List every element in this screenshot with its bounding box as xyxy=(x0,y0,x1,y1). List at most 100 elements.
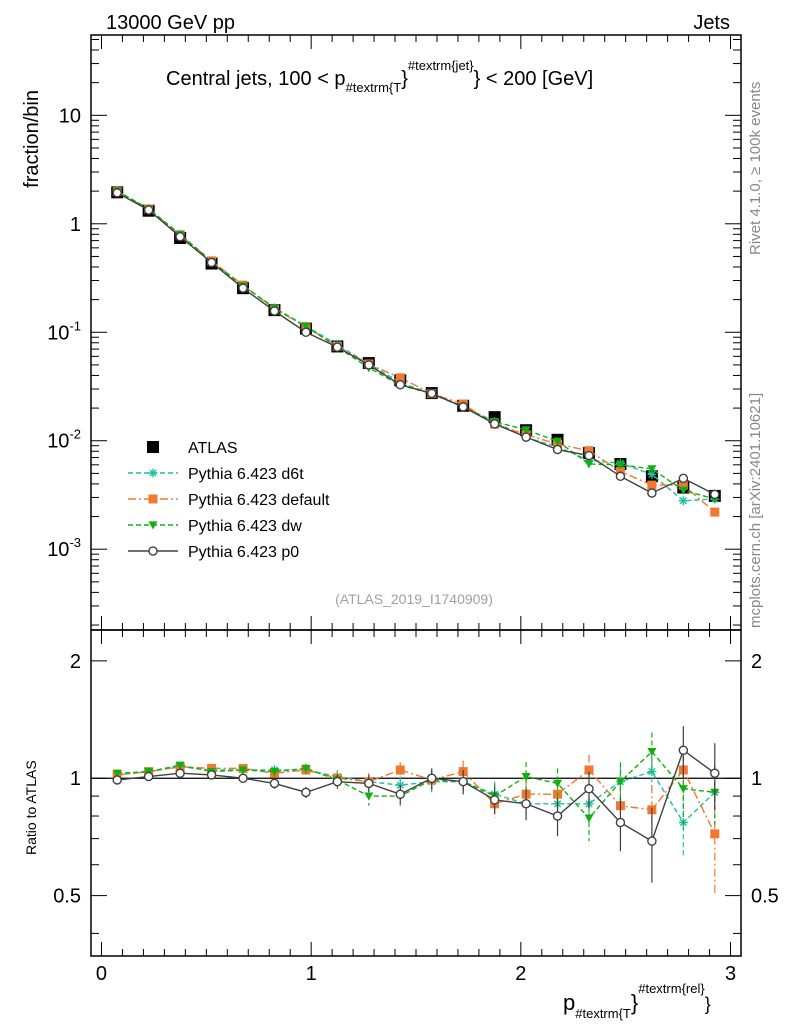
ratio-series-line xyxy=(117,750,715,820)
ratio-point xyxy=(426,773,437,783)
mc-point xyxy=(584,460,594,469)
ratio-point xyxy=(678,785,688,794)
ratio-plot-frame xyxy=(90,629,742,957)
ratio-point xyxy=(710,768,720,778)
mc-point xyxy=(584,450,594,461)
mc-point xyxy=(615,471,626,482)
y-tick-exponent: -1 xyxy=(69,318,81,333)
ratio-point xyxy=(301,787,311,798)
legend-label: ATLAS xyxy=(188,440,238,457)
ratio-point xyxy=(364,778,374,789)
ratio-point xyxy=(364,792,374,801)
mc-point xyxy=(553,437,563,446)
analysis-watermark: (ATLAS_2019_I1740909) xyxy=(335,591,493,607)
ratio-point xyxy=(269,767,279,777)
y-tick-exponent: -3 xyxy=(69,535,81,550)
mc-point xyxy=(301,327,311,338)
main-series-layer xyxy=(111,186,721,517)
ratio-y-tick-label-left: 2 xyxy=(70,651,81,673)
y-tick-base: 10 xyxy=(47,539,69,561)
mc-point xyxy=(112,188,122,198)
header-right: Jets xyxy=(693,12,730,34)
ratio-point xyxy=(238,773,248,783)
y-tick-base: 10 xyxy=(47,431,69,453)
ratio-point xyxy=(332,776,343,787)
ratio-point xyxy=(647,836,657,846)
mc-point xyxy=(238,283,248,293)
mc-point xyxy=(489,419,500,429)
mc-point xyxy=(678,473,689,484)
ratio-point xyxy=(521,772,531,782)
mc-point xyxy=(678,496,688,506)
ratio-y-tick-label-right: 0.5 xyxy=(751,886,779,908)
x-label-main: p xyxy=(563,990,575,1015)
x-tick-label: 0 xyxy=(96,963,107,985)
y-tick-label: 1 xyxy=(70,214,81,236)
x-label-sub: #textrm{T xyxy=(575,1006,631,1021)
mc-point xyxy=(395,373,405,383)
mc-point xyxy=(175,231,185,242)
mc-point xyxy=(521,432,531,442)
ratio-point xyxy=(678,745,689,755)
y-tick-label: 10 xyxy=(59,105,81,127)
ratio-point xyxy=(238,766,248,775)
legend-marker xyxy=(148,494,158,504)
x-label-end: } xyxy=(705,994,711,1014)
ratio-point xyxy=(269,778,280,789)
ratio-point xyxy=(175,768,185,778)
title-pre: Central jets, 100 < p xyxy=(166,68,346,90)
legend-marker xyxy=(148,468,158,478)
legend-label: Pythia 6.423 d6t xyxy=(188,466,304,483)
mc-point xyxy=(458,402,468,412)
mc-point xyxy=(615,461,625,470)
mc-point xyxy=(710,507,720,517)
mc-point xyxy=(332,342,343,352)
legend-label: Pythia 6.423 dw xyxy=(188,518,302,535)
main-plot-frame xyxy=(90,34,742,631)
title-post: } < 200 [GeV] xyxy=(474,68,594,90)
y-tick-label: 10-2 xyxy=(47,427,81,453)
x-label-brace: } xyxy=(631,990,638,1015)
header-left: 13000 GeV pp xyxy=(106,12,235,34)
legend-label: Pythia 6.423 default xyxy=(188,492,330,509)
y-tick-base: 10 xyxy=(47,322,69,344)
x-axis-label: p#textrm{T}#textrm{rel}} xyxy=(563,981,711,1021)
ratio-point xyxy=(112,775,122,785)
ratio-point xyxy=(395,765,405,775)
mc-point xyxy=(584,446,594,456)
y-tick-exponent: -2 xyxy=(69,427,81,442)
mc-point xyxy=(364,360,374,370)
mc-point xyxy=(521,426,531,435)
mc-point xyxy=(678,480,688,490)
x-tick-label: 3 xyxy=(725,963,736,985)
ratio-point xyxy=(615,778,625,787)
mc-point xyxy=(647,488,657,498)
ratio-point xyxy=(647,748,657,757)
ratio-y-tick-label-right: 2 xyxy=(751,651,762,673)
title-brace: } xyxy=(401,68,408,90)
ratio-point xyxy=(143,771,154,782)
ratio-point xyxy=(552,811,563,821)
ratio-point xyxy=(647,767,657,777)
ratio-point xyxy=(175,761,185,770)
ratio-series-line xyxy=(117,766,716,835)
mc-point xyxy=(143,205,154,215)
ratio-point xyxy=(584,783,594,794)
mc-point xyxy=(395,380,406,390)
plot-title: Central jets, 100 < p#textrm{T}#textrm{j… xyxy=(166,58,593,95)
y-tick-base: 1 xyxy=(70,214,81,236)
ratio-point xyxy=(395,789,406,799)
mc-point xyxy=(269,306,280,316)
ratio-y-tick-label-left: 1 xyxy=(70,768,81,790)
ratio-point xyxy=(584,814,594,823)
ratio-y-axis-label: Ratio to ATLAS xyxy=(23,760,39,855)
ratio-series-line xyxy=(117,749,716,843)
mc-point xyxy=(647,469,657,479)
main-y-axis-label: fraction/bin xyxy=(21,90,43,188)
rivet-version-label: Rivet 4.1.0, ≥ 100k events xyxy=(747,82,764,255)
mc-point xyxy=(678,486,688,495)
ratio-point xyxy=(489,795,500,805)
x-label-sup: #textrm{rel} xyxy=(638,981,705,996)
